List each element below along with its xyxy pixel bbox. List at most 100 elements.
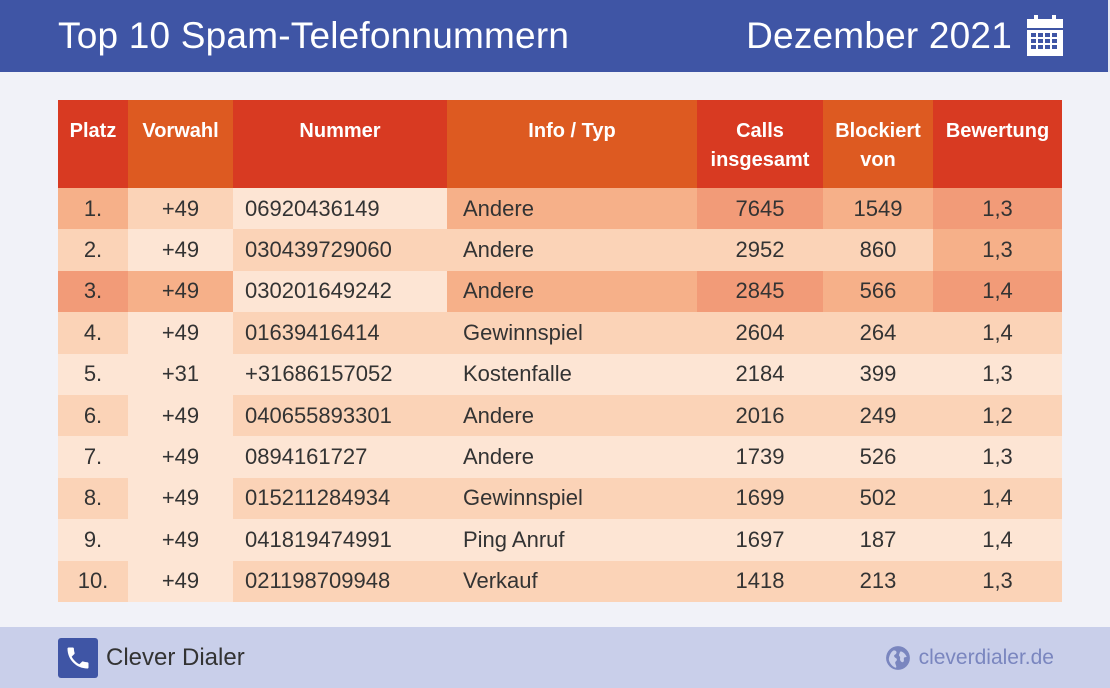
cell-nummer: 030439729060 [233, 229, 447, 271]
header-date: Dezember 2021 [746, 15, 1064, 57]
cell-vorwahl: +49 [128, 270, 233, 313]
cell-info: Gewinnspiel [447, 312, 697, 354]
cell-info: Andere [447, 270, 697, 313]
table-row: 10. +49 021198709948 Verkauf 1418 213 1,3 [58, 560, 1062, 602]
cell-bewertung: 1,3 [933, 436, 1062, 478]
cell-info: Andere [447, 229, 697, 271]
cell-vorwahl: +49 [128, 436, 233, 478]
table-body: 1. +49 06920436149 Andere 7645 1549 1,3 2. +49 03… [58, 188, 1062, 602]
cell-nummer: 041819474991 [233, 519, 447, 561]
cell-info: Ping Anruf [447, 519, 697, 561]
cell-calls: 1418 [697, 560, 823, 602]
cell-bewertung: 1,3 [933, 188, 1062, 230]
cell-blockiert: 399 [823, 353, 933, 395]
cell-calls: 2016 [697, 394, 823, 437]
globe-icon [885, 645, 910, 670]
cell-nummer: 015211284934 [233, 477, 447, 520]
website-url[interactable]: cleverdialer.de [918, 645, 1054, 669]
table-row: 9. +49 041819474991 Ping Anruf 1697 187 1,4 [58, 519, 1062, 561]
cell-calls: 1697 [697, 519, 823, 561]
cell-vorwahl: +49 [128, 312, 233, 354]
cell-blockiert: 526 [823, 436, 933, 478]
cell-info: Andere [447, 188, 697, 230]
cell-info: Verkauf [447, 560, 697, 602]
cell-calls: 1699 [697, 477, 823, 520]
cell-bewertung: 1,4 [933, 519, 1062, 561]
cell-calls: 2604 [697, 312, 823, 354]
cell-bewertung: 1,4 [933, 477, 1062, 520]
column-header-blockiert: Blockiert von [823, 100, 933, 188]
cell-vorwahl: +49 [128, 560, 233, 602]
cell-platz: 6. [58, 394, 128, 437]
cell-vorwahl: +49 [128, 188, 233, 230]
cell-vorwahl: +49 [128, 394, 233, 437]
table-row: 5. +31 +31686157052 Kostenfalle 2184 399 1,3 [58, 353, 1062, 395]
table-row: 3. +49 030201649242 Andere 2845 566 1,4 [58, 270, 1062, 313]
cell-calls: 2845 [697, 270, 823, 313]
cell-calls: 1739 [697, 436, 823, 478]
table-row: 2. +49 030439729060 Andere 2952 860 1,3 [58, 229, 1062, 271]
table-row: 7. +49 0894161727 Andere 1739 526 1,3 [58, 436, 1062, 478]
cell-blockiert: 264 [823, 312, 933, 354]
cell-blockiert: 187 [823, 519, 933, 561]
cell-nummer: +31686157052 [233, 353, 447, 395]
cell-bewertung: 1,4 [933, 312, 1062, 354]
cell-nummer: 06920436149 [233, 188, 447, 230]
cell-info: Andere [447, 436, 697, 478]
month-label: Dezember 2021 [746, 15, 1012, 56]
cell-platz: 4. [58, 312, 128, 354]
page-title: Top 10 Spam-Telefonnummern [58, 15, 570, 56]
cell-info: Gewinnspiel [447, 477, 697, 520]
cell-platz: 9. [58, 519, 128, 561]
column-header-calls: Calls insgesamt [697, 100, 823, 188]
cell-nummer: 030201649242 [233, 270, 447, 313]
cell-vorwahl: +49 [128, 519, 233, 561]
column-header-platz: Platz [58, 100, 128, 188]
cell-platz: 2. [58, 229, 128, 271]
cell-calls: 7645 [697, 188, 823, 230]
cell-nummer: 040655893301 [233, 394, 447, 437]
cell-bewertung: 1,4 [933, 270, 1062, 313]
cell-vorwahl: +31 [128, 353, 233, 395]
cell-nummer: 01639416414 [233, 312, 447, 354]
cell-blockiert: 213 [823, 560, 933, 602]
cell-calls: 2952 [697, 229, 823, 271]
table-row: 6. +49 040655893301 Andere 2016 249 1,2 [58, 394, 1062, 437]
cell-platz: 5. [58, 353, 128, 395]
cell-platz: 8. [58, 477, 128, 520]
column-header-nummer: Nummer [233, 100, 447, 188]
cell-blockiert: 249 [823, 394, 933, 437]
brand: Clever Dialer [58, 637, 245, 678]
table-header: Platz Vorwahl Nummer Info / Typ Calls insgesa… [58, 100, 1062, 188]
calendar-icon [1027, 15, 1063, 56]
cell-vorwahl: +49 [128, 477, 233, 520]
cell-info: Kostenfalle [447, 353, 697, 395]
table-row: 1. +49 06920436149 Andere 7645 1549 1,3 [58, 188, 1062, 230]
brand-name: Clever Dialer [106, 643, 245, 671]
table-row: 8. +49 015211284934 Gewinnspiel 1699 502 1,4 [58, 477, 1062, 520]
spam-numbers-table: Platz Vorwahl Nummer Info / Typ Calls insgesa… [58, 100, 1062, 602]
website[interactable]: cleverdialer.de [885, 645, 1054, 671]
cell-platz: 7. [58, 436, 128, 478]
cell-blockiert: 566 [823, 270, 933, 313]
cell-bewertung: 1,3 [933, 229, 1062, 271]
cell-bewertung: 1,3 [933, 560, 1062, 602]
column-header-bewertung: Bewertung [933, 100, 1062, 188]
cell-nummer: 0894161727 [233, 436, 447, 478]
cell-blockiert: 860 [823, 229, 933, 271]
phone-icon [58, 637, 98, 678]
cell-bewertung: 1,2 [933, 394, 1062, 437]
table-row: 4. +49 01639416414 Gewinnspiel 2604 264 1,4 [58, 312, 1062, 354]
cell-platz: 1. [58, 188, 128, 230]
cell-platz: 3. [58, 270, 128, 313]
cell-bewertung: 1,3 [933, 353, 1062, 395]
cell-vorwahl: +49 [128, 229, 233, 271]
cell-info: Andere [447, 394, 697, 437]
header-bar: Top 10 Spam-Telefonnummern Dezember 2021 [0, 0, 1110, 72]
column-header-vorwahl: Vorwahl [128, 100, 233, 188]
cell-blockiert: 502 [823, 477, 933, 520]
cell-platz: 10. [58, 560, 128, 602]
cell-calls: 2184 [697, 353, 823, 395]
cell-nummer: 021198709948 [233, 560, 447, 602]
